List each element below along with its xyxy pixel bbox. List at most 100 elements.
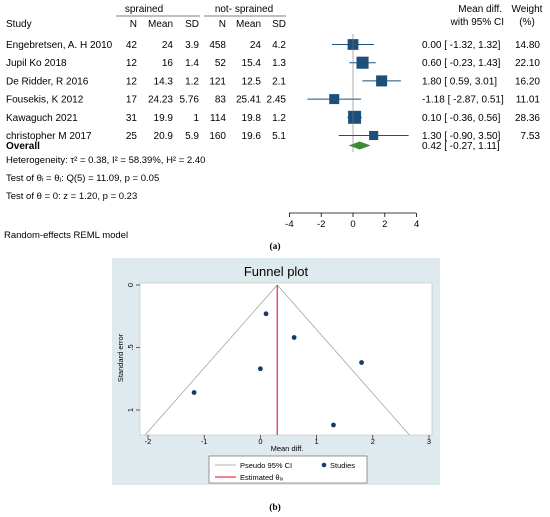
funnel-points — [191, 311, 364, 428]
col-weight: Weight — [512, 4, 543, 15]
row-sd-treat: 5.9 — [185, 131, 199, 142]
row-sd-treat: 1 — [193, 113, 199, 124]
legend-studies-swatch — [321, 462, 327, 468]
funnel-plot: Funnel plot -2 -1 0 1 2 30.51 Standard error … — [112, 258, 440, 485]
funnel-ytick-label: 0 — [126, 283, 135, 287]
funnel-ytick-label: .5 — [126, 344, 135, 350]
row-sd-control: 4.2 — [272, 40, 286, 51]
row-weight: 7.53 — [521, 131, 541, 142]
caption-b: (b) — [269, 502, 281, 513]
row-sd-treat: 3.9 — [185, 40, 199, 51]
funnel-xtick-label: 1 — [315, 437, 319, 446]
funnel-ylabel: Standard error — [116, 333, 125, 382]
funnel-study-point — [258, 366, 263, 372]
forest-rows: Engebretsen, A. H 2010 42 24 3.9 458 24 4.2 0.0… — [6, 39, 540, 142]
col-sd-treat: SD — [185, 19, 199, 30]
funnel-study-point — [263, 311, 269, 317]
legend-estimated-label: Estimated θᵢᵥ — [240, 473, 284, 482]
row-weight: 28.36 — [515, 113, 540, 124]
funnel-ci-right — [276, 284, 410, 436]
forest-row: christopher M 2017 25 20.9 5.9 160 19.6 5.1 1.3… — [6, 130, 541, 142]
funnel-legend: Pseudo 95% CI Studies Estimated θᵢᵥ — [208, 455, 368, 484]
group-header-not-sprained: not- sprained — [215, 4, 273, 15]
row-mean-control: 19.8 — [242, 113, 262, 124]
row-sd-control: 2.1 — [272, 76, 286, 87]
row-n-treat: 31 — [126, 113, 138, 124]
caption-a: (a) — [269, 241, 280, 252]
row-effect-square — [369, 130, 379, 141]
col-mean-treat: Mean — [148, 19, 173, 30]
row-study: Jupil Ko 2018 — [6, 58, 67, 69]
forest-row: Jupil Ko 2018 12 16 1.4 52 15.4 1.3 0.60 [ -0.2… — [6, 56, 540, 69]
row-mean-control: 24 — [250, 40, 262, 51]
row-n-control: 160 — [209, 131, 226, 142]
row-ci-text: 0.00 [ -1.32, 1.32] — [422, 40, 501, 51]
funnel-study-point — [331, 422, 336, 428]
heterogeneity-text: Heterogeneity: τ² = 0.38, I² = 58.39%, H… — [6, 155, 205, 166]
row-n-treat: 12 — [126, 58, 138, 69]
row-effect-square — [356, 56, 369, 69]
legend-pseudo-label: Pseudo 95% CI — [240, 461, 292, 470]
row-weight: 22.10 — [515, 58, 540, 69]
row-n-control: 458 — [209, 40, 226, 51]
forest-row: Fousekis, K 2012 17 24.23 5.76 83 25.41 2.45 -1… — [6, 94, 541, 106]
row-mean-control: 15.4 — [242, 58, 262, 69]
model-note: Random-effects REML model — [4, 230, 128, 241]
row-sd-control: 1.2 — [272, 113, 286, 124]
forest-row: De Ridder, R 2016 12 14.3 1.2 121 12.5 2.1 1.80… — [6, 75, 540, 87]
row-sd-treat: 1.2 — [185, 76, 199, 87]
legend-studies-label: Studies — [330, 461, 355, 470]
row-n-control: 83 — [215, 95, 227, 106]
row-sd-control: 1.3 — [272, 58, 286, 69]
row-study: christopher M 2017 — [6, 131, 92, 142]
row-weight: 14.80 — [515, 40, 540, 51]
funnel-xtick-label: 0 — [258, 437, 262, 446]
row-n-treat: 17 — [126, 95, 138, 106]
forest-axis: -4 -2 0 2 4 — [285, 212, 419, 230]
row-effect-square — [348, 110, 362, 124]
row-study: Engebretsen, A. H 2010 — [6, 40, 113, 51]
forest-axis-tick-label: 0 — [350, 219, 355, 230]
row-ci-text: 1.80 [ 0.59, 3.01] — [422, 76, 497, 87]
row-mean-control: 25.41 — [236, 95, 261, 106]
row-mean-control: 19.6 — [242, 131, 262, 142]
col-n-treat: N — [130, 19, 137, 30]
funnel-title: Funnel plot — [244, 264, 309, 279]
forest-row: Kawaguch 2021 31 19.9 1 114 19.8 1.2 0.10 [ -0.… — [6, 110, 540, 124]
row-sd-treat: 1.4 — [185, 58, 199, 69]
col-effect-sub: with 95% CI — [450, 17, 504, 28]
funnel-study-point — [291, 335, 297, 340]
overall-diamond — [348, 141, 371, 150]
funnel-study-point — [359, 360, 364, 365]
test-theta-0-text: Test of θ = 0: z = 1.20, p = 0.23 — [6, 191, 137, 202]
row-weight: 11.01 — [516, 95, 541, 106]
forest-axis-tick-label: 4 — [414, 219, 419, 230]
overall-label: Overall — [6, 141, 40, 152]
funnel-ci-left — [144, 284, 278, 436]
row-sd-control: 5.1 — [272, 131, 286, 142]
row-mean-treat: 19.9 — [154, 113, 174, 124]
forest-axis-tick-label: -2 — [317, 219, 325, 230]
test-theta-i-text: Test of θᵢ = θⱼ: Q(5) = 11.09, p = 0.05 — [6, 173, 159, 184]
row-mean-control: 12.5 — [242, 76, 262, 87]
row-n-treat: 12 — [126, 76, 138, 87]
funnel-axes: -2 -1 0 1 2 3 0 .5 1 — [126, 283, 431, 446]
row-mean-treat: 16 — [162, 58, 174, 69]
col-mean-control: Mean — [236, 19, 261, 30]
row-n-treat: 25 — [126, 131, 138, 142]
funnel-xtick-label: 2 — [371, 437, 375, 446]
forest-header: sprained not- sprained Study N Mean SD N… — [6, 4, 543, 30]
row-mean-treat: 14.3 — [154, 76, 174, 87]
row-ci-text: 0.10 [ -0.36, 0.56] — [422, 113, 501, 124]
col-weight-sub: (%) — [519, 17, 535, 28]
funnel-plot-area — [139, 282, 433, 436]
row-n-treat: 42 — [126, 40, 138, 51]
forest-overall: Overall 0.42 [ -0.27, 1.11] — [6, 141, 500, 152]
row-sd-treat: 5.76 — [180, 95, 200, 106]
row-ci-text: -1.18 [ -2.87, 0.51] — [422, 95, 504, 106]
row-sd-control: 2.45 — [267, 95, 287, 106]
row-ci-text: 0.60 [ -0.23, 1.43] — [422, 58, 501, 69]
funnel-xtick-label: 3 — [427, 437, 431, 446]
row-effect-square — [376, 75, 388, 87]
